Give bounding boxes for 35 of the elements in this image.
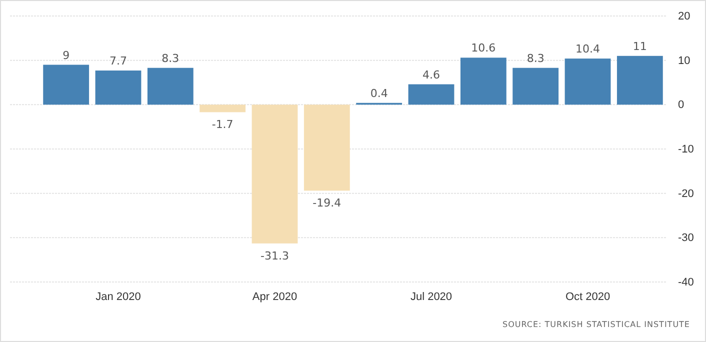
y-tick-label: -20 bbox=[678, 188, 694, 200]
data-label: 11 bbox=[632, 40, 647, 53]
x-tick-label: Jan 2020 bbox=[96, 290, 141, 303]
x-tick-label: Jul 2020 bbox=[410, 290, 452, 303]
bar bbox=[460, 58, 506, 105]
data-label: 0.4 bbox=[370, 86, 388, 100]
data-label: 8.3 bbox=[526, 52, 544, 65]
y-tick-label: -10 bbox=[678, 144, 694, 156]
data-label: 9 bbox=[62, 48, 70, 62]
data-label: 10.6 bbox=[471, 42, 496, 55]
source-note: SOURCE: TURKISH STATISTICAL INSTITUTE bbox=[502, 320, 690, 329]
y-tick-label: -30 bbox=[678, 232, 694, 244]
data-label: 4.6 bbox=[422, 68, 440, 82]
bar bbox=[304, 104, 350, 191]
y-tick-label: -40 bbox=[678, 276, 694, 289]
y-tick-label: 20 bbox=[678, 10, 690, 23]
data-label: -1.7 bbox=[212, 118, 234, 132]
x-tick-label: Oct 2020 bbox=[565, 290, 610, 303]
bar bbox=[564, 58, 611, 105]
data-label: -19.4 bbox=[312, 196, 342, 210]
bar bbox=[616, 56, 663, 105]
y-tick-label: 0 bbox=[678, 99, 684, 112]
x-tick-label: Apr 2020 bbox=[252, 290, 298, 303]
data-label: 7.7 bbox=[110, 54, 127, 68]
data-label: 10.4 bbox=[576, 42, 600, 56]
bar bbox=[147, 68, 194, 105]
bar bbox=[95, 70, 142, 105]
bar bbox=[43, 64, 90, 105]
y-tick-label: 10 bbox=[678, 54, 690, 67]
data-label: -31.3 bbox=[260, 249, 289, 262]
bar bbox=[408, 84, 454, 105]
bar bbox=[200, 104, 246, 112]
bar bbox=[512, 68, 559, 105]
bar bbox=[252, 104, 298, 244]
data-label: 8.3 bbox=[162, 52, 180, 65]
